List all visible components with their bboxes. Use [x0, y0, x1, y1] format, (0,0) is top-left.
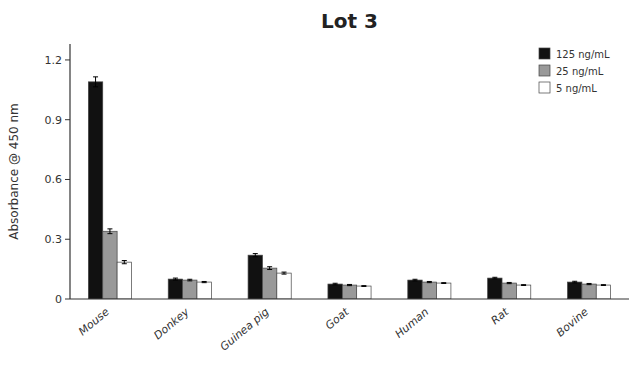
bar — [488, 278, 502, 299]
bar — [582, 284, 596, 299]
x-tick-label: Bovine — [554, 305, 591, 339]
error-bar — [492, 277, 497, 279]
y-tick-label: 0 — [55, 293, 62, 306]
chart-svg: Lot 3 Absorbance @ 450 nm 0 0.3 0.6 0.9 1.2 Mou… — [0, 0, 641, 379]
chart-container: Lot 3 Absorbance @ 450 nm 0 0.3 0.6 0.9 1.2 Mou… — [0, 0, 641, 379]
x-axis-line — [70, 298, 629, 299]
y-axis-line — [69, 44, 70, 299]
bar — [248, 255, 262, 299]
y-tick-label: 0.9 — [45, 114, 63, 127]
error-bar — [107, 229, 112, 234]
bar — [357, 286, 371, 299]
error-bar — [253, 254, 258, 257]
y-tick — [65, 239, 70, 240]
error-bar — [587, 283, 592, 284]
error-bar — [412, 279, 417, 281]
error-bar — [202, 281, 207, 282]
bar — [328, 284, 342, 299]
error-bar — [173, 278, 178, 280]
error-bar — [282, 272, 287, 274]
y-tick — [65, 299, 70, 300]
bar — [408, 280, 422, 299]
bar — [88, 82, 102, 299]
error-bar — [187, 279, 192, 281]
bar — [168, 279, 182, 299]
y-tick-label: 0.6 — [45, 173, 63, 186]
legend-label: 125 ng/mL — [556, 49, 610, 60]
error-bar — [572, 281, 577, 283]
error-bar — [507, 282, 512, 283]
bar — [262, 268, 276, 299]
error-bar — [333, 283, 338, 285]
bar — [103, 231, 117, 299]
y-tick — [65, 179, 70, 180]
y-tick-label: 0.3 — [45, 233, 63, 246]
legend-label: 5 ng/mL — [556, 83, 597, 94]
error-bar — [347, 284, 352, 285]
x-tick-label: Donkey — [151, 305, 192, 342]
bar — [277, 273, 291, 299]
legend-label: 25 ng/mL — [556, 66, 604, 77]
bar — [502, 283, 516, 299]
x-tick-label: Goat — [323, 305, 352, 332]
bar — [183, 280, 197, 299]
x-tick-label: Human — [393, 305, 432, 340]
error-bar — [521, 284, 526, 286]
error-bar — [122, 261, 127, 264]
legend-swatch — [539, 65, 550, 76]
x-tick-label: Mouse — [76, 305, 112, 338]
error-bar — [427, 281, 432, 282]
y-tick — [65, 59, 70, 60]
error-bar — [361, 285, 366, 287]
error-bar — [441, 282, 446, 284]
bar — [342, 285, 356, 299]
legend-swatch — [539, 48, 550, 59]
bar — [596, 285, 610, 299]
bar — [516, 285, 530, 299]
bar — [197, 282, 211, 299]
y-tick-label: 1.2 — [45, 54, 63, 67]
error-bar — [267, 267, 272, 270]
error-bar — [601, 284, 606, 286]
x-tick-label: Rat — [488, 305, 511, 327]
error-bar — [93, 77, 98, 87]
bar — [422, 282, 436, 299]
bar — [568, 282, 582, 299]
legend: 125 ng/mL 25 ng/mL 5 ng/mL — [539, 48, 610, 94]
y-axis-label: Absorbance @ 450 nm — [7, 103, 21, 240]
chart-title: Lot 3 — [321, 9, 378, 33]
bar — [117, 262, 131, 299]
y-tick — [65, 119, 70, 120]
x-tick-label: Guinea pig — [218, 305, 272, 353]
legend-swatch — [539, 82, 550, 93]
bars — [88, 77, 610, 299]
bar — [437, 283, 451, 299]
